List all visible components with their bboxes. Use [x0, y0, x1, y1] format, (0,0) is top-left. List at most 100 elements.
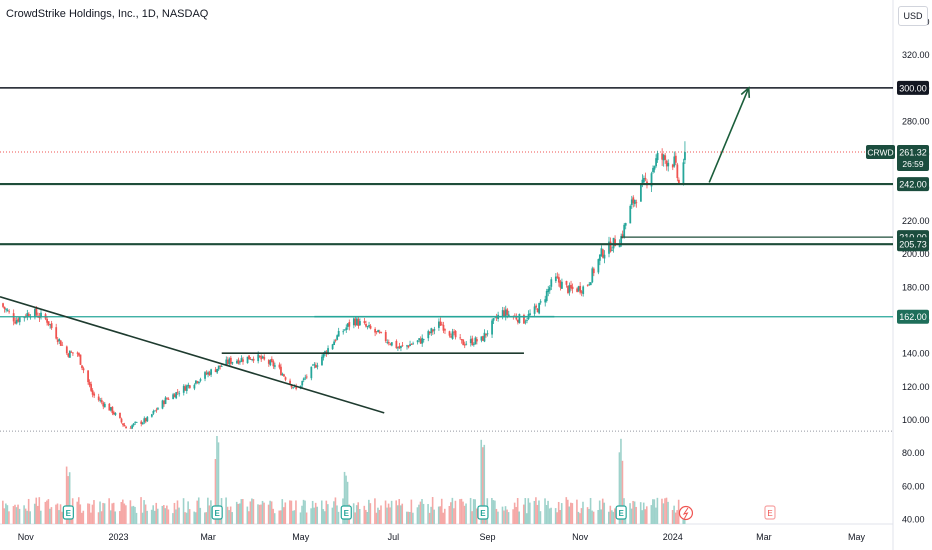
volume-bar: [187, 501, 189, 524]
volume-bar: [314, 502, 317, 524]
volume-bar: [442, 512, 445, 524]
candle-body: [422, 339, 425, 340]
candle-body: [229, 357, 232, 364]
volume-bar: [614, 508, 616, 524]
volume-bar: [635, 506, 637, 524]
candle-body: [395, 340, 398, 349]
earnings-icon: [477, 505, 489, 520]
volume-bar: [90, 512, 92, 524]
candle-body: [518, 313, 521, 324]
volume-bar: [346, 481, 349, 524]
volume-bar: [633, 501, 636, 524]
candle-body: [676, 164, 679, 179]
volume-bar: [40, 510, 42, 524]
volume-bar: [483, 444, 486, 524]
earnings-icon-letter: E: [215, 509, 221, 518]
volume-bar: [439, 506, 442, 524]
volume-bar: [141, 512, 144, 524]
price-level-badge: [897, 237, 929, 252]
candle-body: [68, 350, 71, 358]
volume-bar: [238, 503, 241, 524]
candle-body: [135, 421, 138, 423]
candle-body: [196, 381, 199, 383]
volume-bar: [579, 513, 581, 524]
volume-bar: [501, 506, 504, 524]
candle-body: [208, 372, 211, 376]
volume-bar: [81, 512, 83, 524]
candle-body: [237, 359, 240, 364]
volume-bar: [629, 503, 631, 524]
candle-body: [671, 164, 674, 168]
volume-bar: [99, 501, 101, 524]
volume-bar: [334, 497, 337, 524]
y-tick-label: 120.00: [902, 382, 930, 392]
volume-bar: [293, 510, 296, 524]
candle-body: [34, 309, 36, 318]
volume-bar: [27, 498, 30, 524]
candle-body: [79, 354, 82, 365]
volume-bar: [652, 499, 654, 524]
volume-bar: [118, 511, 121, 524]
volume-bar: [375, 512, 378, 524]
volume-bar: [108, 498, 110, 524]
volume-bar: [226, 506, 229, 524]
volume-bar: [650, 505, 653, 524]
candle-body: [280, 366, 282, 376]
candle-body: [343, 329, 346, 331]
volume-bar: [125, 505, 127, 524]
candle-body: [400, 345, 402, 348]
volume-bar: [395, 500, 397, 524]
y-tick-label: 140.00: [902, 349, 930, 359]
volume-bar: [527, 498, 530, 524]
volume-bar: [504, 506, 507, 524]
volume-bar: [462, 501, 464, 524]
volume-bar: [516, 498, 519, 524]
candle-body: [167, 398, 170, 400]
candle-body: [524, 321, 527, 323]
price-level-label: 242.00: [897, 177, 929, 192]
candle-body: [295, 386, 298, 389]
candle-body: [529, 313, 531, 316]
volume-bar: [507, 512, 510, 524]
volume-bar: [515, 506, 517, 524]
volume-bar: [418, 504, 420, 524]
candle-body: [387, 342, 390, 344]
candle-body: [65, 346, 68, 354]
currency-button[interactable]: USD: [898, 6, 928, 26]
y-tick-label: 60.00: [902, 481, 925, 491]
candle-body: [322, 352, 325, 358]
volume-bar: [18, 508, 21, 524]
volume-bar: [14, 504, 16, 524]
volume-bar: [135, 512, 138, 524]
candle-body: [570, 284, 572, 289]
y-tick-label: 320.00: [902, 50, 930, 60]
volume-bar: [618, 452, 621, 524]
candle-body: [327, 348, 329, 354]
volume-bar: [67, 476, 69, 524]
candle-body: [269, 360, 272, 366]
volume-bar: [545, 504, 548, 524]
candle-body: [109, 407, 112, 411]
candle-body: [348, 322, 351, 327]
volume-bar: [260, 504, 262, 524]
candle-body: [398, 346, 401, 349]
candle-body: [582, 286, 585, 295]
candle-body: [550, 279, 553, 287]
candle-body: [281, 373, 284, 376]
volume-bar: [197, 497, 200, 524]
candle-body: [26, 313, 29, 318]
volume-bar: [471, 511, 473, 524]
candle-body: [17, 318, 20, 322]
candle-body: [482, 336, 484, 341]
candle-body: [100, 400, 103, 403]
candle-body: [629, 205, 632, 224]
candle-body: [123, 424, 126, 427]
volume-bar: [538, 500, 540, 524]
volume-bar: [544, 498, 546, 524]
volume-bar: [355, 505, 358, 524]
volume-bar: [263, 502, 265, 524]
candle-body: [603, 254, 606, 259]
volume-bar: [524, 498, 527, 524]
candle-body: [544, 299, 547, 303]
